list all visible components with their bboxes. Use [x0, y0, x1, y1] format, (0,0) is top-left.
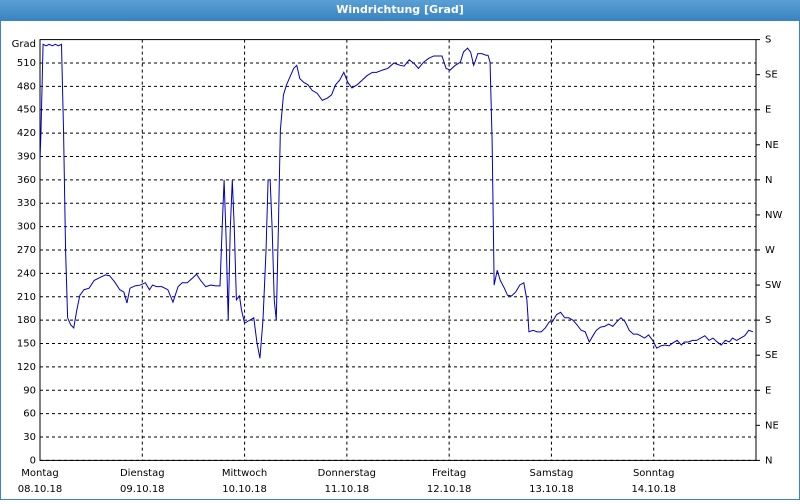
title-bar: [0, 0, 800, 20]
y2-tick-label: N: [765, 455, 772, 466]
y2-tick-label: SE: [765, 70, 778, 81]
y-axis-unit: Grad: [12, 39, 36, 50]
y2-tick-label: E: [765, 105, 771, 116]
y2-tick-label: W: [765, 245, 775, 256]
x-tick-date: 12.10.18: [427, 484, 472, 495]
x-tick-label: Sonntag: [633, 468, 675, 479]
y-tick-label: 90: [23, 385, 36, 396]
x-tick-label: Donnerstag: [318, 468, 376, 479]
x-tick-date: 09.10.18: [120, 484, 165, 495]
x-tick-label: Samstag: [530, 468, 574, 479]
x-tick-label: Freitag: [432, 468, 466, 479]
y-tick-label: 510: [17, 58, 36, 69]
y-tick-label: 270: [17, 245, 36, 256]
y2-tick-label: NE: [765, 420, 779, 431]
y-tick-label: 0: [30, 455, 36, 466]
x-tick-date: 11.10.18: [325, 484, 370, 495]
x-tick-label: Dienstag: [120, 468, 165, 479]
y-tick-label: 150: [17, 339, 36, 350]
y2-tick-label: S: [765, 315, 771, 326]
y-tick-label: 30: [23, 432, 36, 443]
y2-tick-label: NE: [765, 140, 779, 151]
data-line: [39, 43, 754, 359]
y-tick-label: 390: [17, 151, 36, 162]
plot-border: [39, 39, 757, 461]
window-frame: [0, 20, 800, 500]
y2-tick-label: NW: [765, 210, 782, 221]
y-tick-label: 180: [17, 315, 36, 326]
chart-title: Windrichtung [Grad]: [336, 3, 464, 16]
y-tick-label: 210: [17, 292, 36, 303]
x-tick-date: 08.10.18: [18, 484, 63, 495]
y-tick-label: 480: [17, 81, 36, 92]
y-tick-label: 360: [17, 175, 36, 186]
x-tick-date: 13.10.18: [529, 484, 574, 495]
y-tick-label: 420: [17, 128, 36, 139]
x-tick-date: 14.10.18: [631, 484, 676, 495]
y-tick-label: 240: [17, 268, 36, 279]
x-tick-label: Montag: [21, 468, 58, 479]
y-tick-label: 450: [17, 105, 36, 116]
y2-tick-label: E: [765, 385, 771, 396]
y-tick-label: 120: [17, 362, 36, 373]
x-tick-date: 10.10.18: [222, 484, 267, 495]
y-tick-label: 300: [17, 222, 36, 233]
y-tick-label: 330: [17, 198, 36, 209]
y2-tick-label: S: [765, 35, 771, 46]
x-tick-label: Mittwoch: [222, 468, 267, 479]
y2-tick-label: N: [765, 175, 772, 186]
y2-tick-label: SE: [765, 350, 778, 361]
y2-tick-label: SW: [765, 280, 781, 291]
y-tick-label: 60: [23, 409, 36, 420]
